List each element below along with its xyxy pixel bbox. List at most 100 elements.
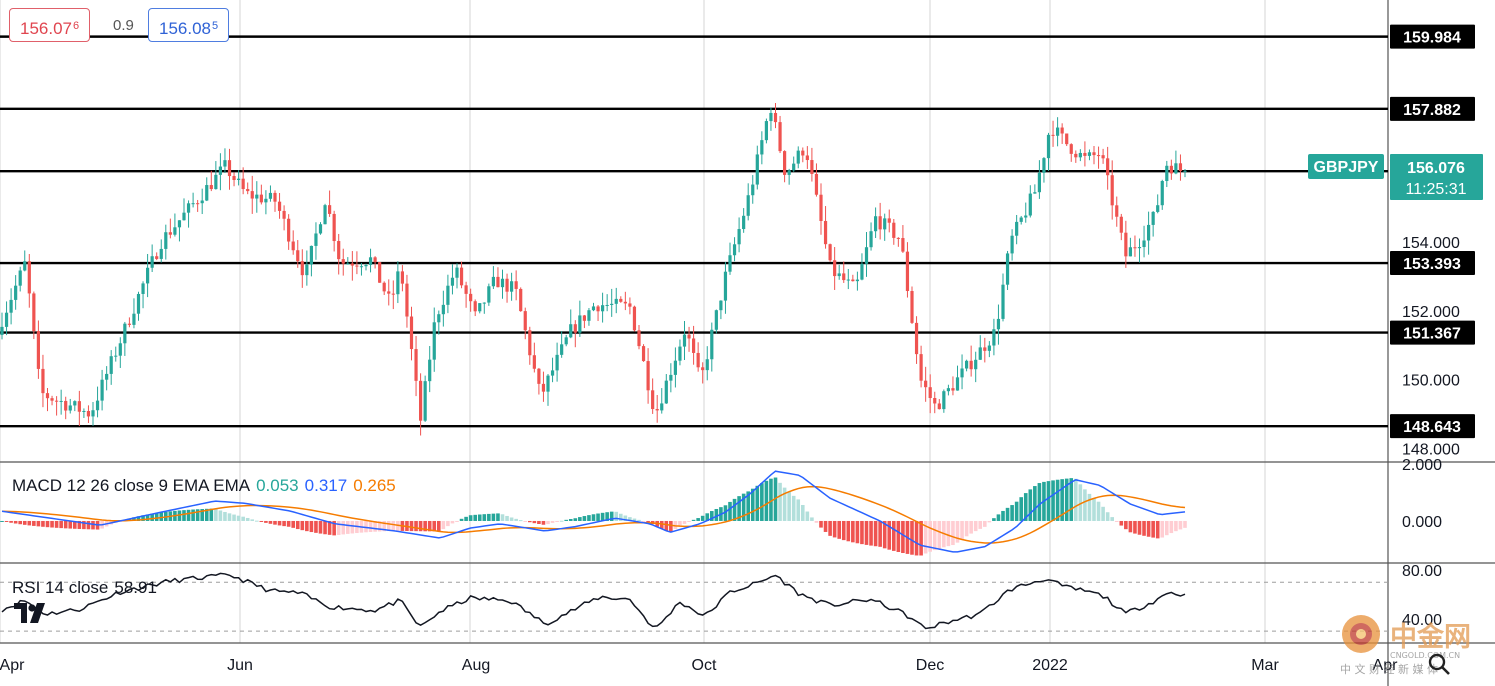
level-price-label: 153.393 [1403,256,1461,273]
candle-body [719,300,723,311]
candle-body [801,150,805,156]
candle-body [273,192,277,202]
candle [1051,120,1055,147]
candle [123,321,127,356]
candle-body [14,285,18,300]
macd-hist-bar [482,514,487,521]
candle [992,318,996,356]
candle-body [1165,165,1169,182]
candle-body [91,410,95,417]
candle-body [896,237,900,239]
candle-body [1056,127,1060,136]
macd-hist-bar [619,513,623,521]
macd-hist-bar [646,520,650,523]
candle [473,299,477,317]
rsi-tick-label: 40.00 [1402,612,1442,629]
candle-body [519,288,523,312]
candle [537,367,541,395]
macd-hist-value: 0.053 [256,476,299,495]
candle [883,213,887,241]
candle [737,217,741,253]
candle [132,298,136,329]
candle [423,375,427,422]
candle-body [969,360,973,370]
candle [177,220,182,242]
candle-body [682,334,687,347]
candle [869,222,873,251]
macd-hist-bar [705,513,710,521]
macd-hist-bar [154,512,159,521]
candle [237,170,241,186]
candle-body [678,346,682,361]
macd-hist-bar [732,498,737,521]
macd-hist-bar [591,514,596,521]
macd-hist-bar [892,520,896,551]
spread-value: 0.9 [113,17,134,34]
candle [450,264,455,295]
ask-price-box[interactable]: 156.085 [148,8,230,42]
macd-hist-bar [932,520,937,551]
candle-body [601,305,605,312]
candle-body [218,166,222,175]
candle [646,348,650,404]
macd-hist-bar [473,514,477,521]
macd-hist-bar [1169,520,1174,534]
candle-body [114,355,118,357]
candle-body [332,213,336,242]
candle [105,366,109,391]
macd-legend[interactable]: MACD 12 26 close 9 EMA EMA 0.053 0.317 0.26… [12,476,396,496]
price-tick-label: 152.000 [1402,304,1460,321]
candle [874,207,878,239]
candle [459,261,464,289]
candle-body [514,281,518,289]
candle [855,271,859,291]
candle [264,190,268,215]
candle-body [168,232,172,235]
candle-body [378,262,382,283]
candle [214,161,218,190]
candle [337,233,341,275]
candle [878,202,882,240]
time-tick-label: 2022 [1032,657,1068,674]
macd-hist-bar [391,520,396,531]
countdown-label: 11:25:31 [1405,181,1466,198]
macd-hist-bar [760,483,764,521]
rsi-legend[interactable]: RSI 14 close 58.91 [12,578,157,598]
macd-title: MACD 12 26 close 9 EMA EMA [12,476,251,495]
candle-body [341,259,345,264]
candle [550,357,555,383]
macd-hist-bar [1010,505,1014,521]
candle-body [696,352,700,368]
horizontal-levels [0,35,1388,428]
macd-hist-bar [323,520,327,535]
candle [186,200,191,228]
candle-body [196,203,200,205]
zoom-icon[interactable] [1426,651,1452,677]
candle [933,391,937,414]
candle-body [946,388,950,392]
macd-hist-bar [268,520,273,524]
tradingview-logo-icon[interactable] [12,600,52,626]
candle [892,218,896,245]
macd-hist-bar [1174,520,1178,532]
candle-body [755,154,759,185]
candle [1110,160,1114,220]
candle [382,281,386,295]
candle-body [473,301,477,312]
candle [109,350,113,385]
macd-hist-bar [73,520,77,529]
candle-body [842,273,846,281]
candle-body [109,356,113,374]
candle-body [869,231,873,248]
bid-price-box[interactable]: 156.076 [9,8,91,42]
candle [1037,160,1041,199]
candle [687,326,691,352]
macd-hist-bar [32,520,36,526]
candle-body [673,360,677,375]
candle-body [605,304,609,306]
candle-body [314,233,318,246]
candle-body [555,354,559,371]
macd-hist-bar [910,520,914,555]
candle-body [523,311,527,331]
